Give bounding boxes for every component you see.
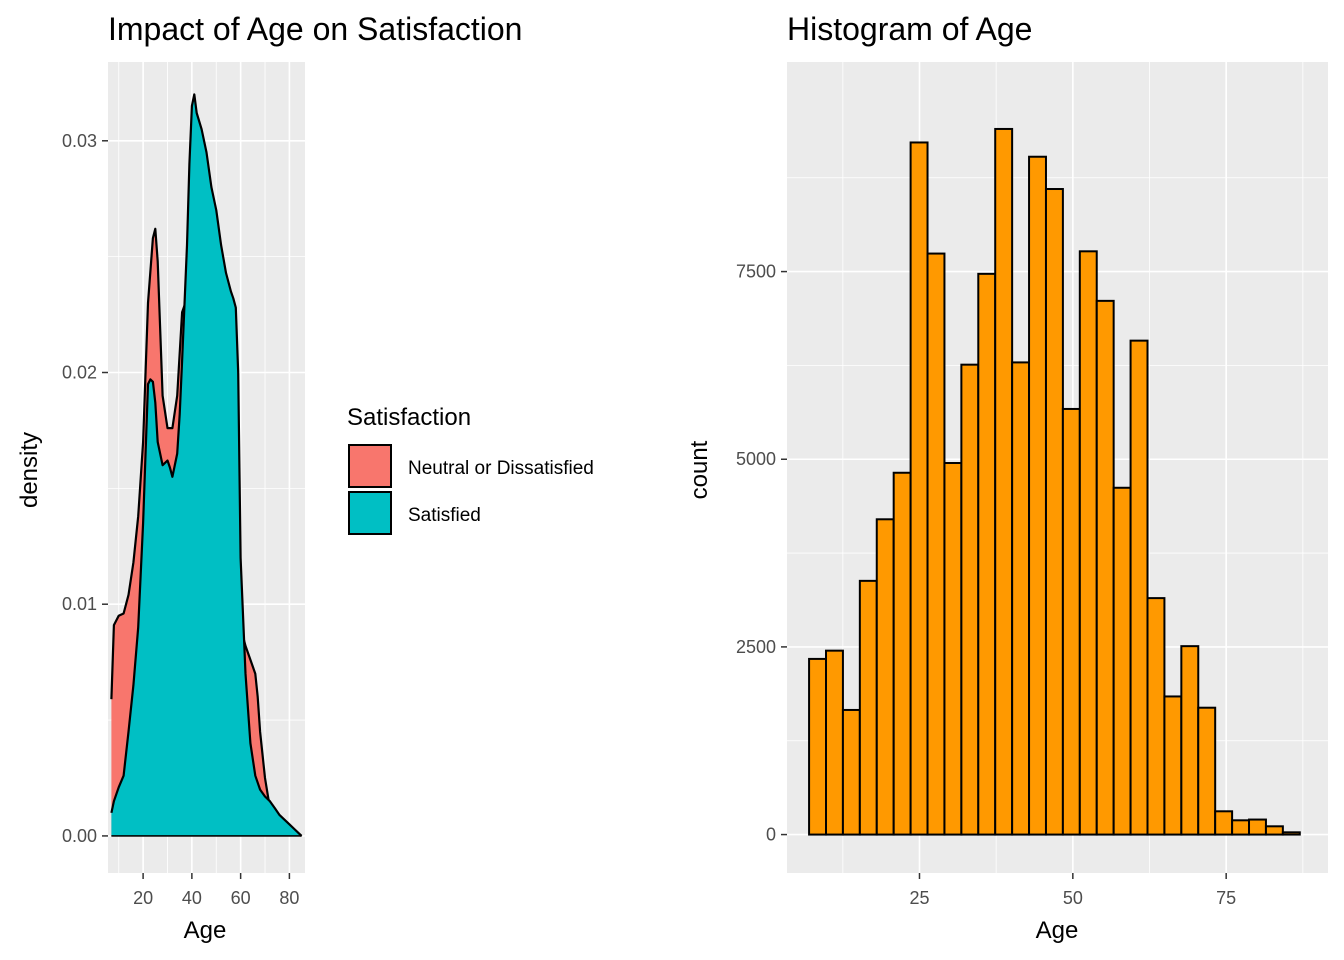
histogram-y-tick-label: 2500 [736,637,776,657]
legend-swatch-satisfied [348,491,392,535]
histogram-bar [858,579,878,836]
histogram-bar [960,363,980,836]
density-y-axis: 0.00 0.01 0.02 0.03 [62,131,108,846]
histogram-bar [1112,486,1132,836]
histogram-bar [1095,299,1115,836]
density-x-tick-label: 40 [182,888,202,908]
histogram-bar [1231,819,1251,836]
histogram-bar [1197,706,1217,836]
histogram-bar [926,252,946,836]
histogram-y-tick-label: 7500 [736,262,776,282]
density-y-axis-title: density [16,432,43,508]
density-x-axis: 20 40 60 80 [133,873,299,908]
density-x-axis-title: Age [184,917,227,944]
histogram-bar [1281,831,1301,836]
histogram-chart-title: Histogram of Age [787,11,1032,47]
histogram-bar [1146,597,1166,836]
legend: Satisfaction Neutral or Dissatisfied Sat… [347,404,594,535]
histogram-y-tick-label: 0 [766,825,776,845]
histogram-bar [994,127,1014,836]
histogram-x-tick-label: 75 [1216,888,1236,908]
density-curve-satisfied [110,93,303,837]
histogram-bar [977,272,997,836]
density-y-tick-label: 0.01 [62,594,97,614]
histogram-bar [1011,361,1031,836]
histogram-y-axis: 0 2500 5000 7500 [736,262,787,845]
density-y-tick-label: 0.03 [62,131,97,151]
legend-title: Satisfaction [347,404,471,431]
histogram-x-axis-title: Age [1036,917,1079,944]
histogram-bar [808,657,828,836]
density-chart-title: Impact of Age on Satisfaction [108,11,522,47]
histogram-bar [1028,155,1047,836]
density-y-tick-label: 0.00 [62,826,97,846]
histogram-bar [892,471,912,836]
histogram-x-axis: 25 50 75 [909,873,1236,908]
legend-label-satisfied: Satisfied [408,505,481,526]
density-x-tick-label: 20 [133,888,153,908]
density-y-tick-label: 0.02 [62,362,97,382]
density-chart: Impact of Age on Satisfaction 0.000.010.… [16,11,522,944]
histogram-bar [943,461,963,836]
histogram-x-tick-label: 50 [1063,888,1083,908]
histogram-y-tick-label: 5000 [736,449,776,469]
histogram-bar [1129,339,1149,836]
histogram-bar [875,518,895,836]
histogram-bar [1163,695,1183,836]
histogram-bar [1214,810,1234,836]
histogram-bar [1078,250,1098,836]
histogram-bar [1264,825,1284,836]
histogram-bar [1044,188,1064,836]
histogram-y-axis-title: count [686,440,713,499]
density-areas [110,93,303,837]
histogram-bar [1061,407,1081,836]
density-area-satisfied [111,94,302,836]
histogram-bar [1180,645,1200,836]
histogram-bar [841,708,861,836]
histogram-bar [825,649,844,836]
histogram-bars [808,127,1301,836]
histogram-chart: Histogram of Age 0 2500 5000 7500 25 50 75 Ag… [686,11,1328,944]
legend-swatch-neutral [348,444,392,488]
histogram-bar [1248,818,1267,836]
legend-label-neutral: Neutral or Dissatisfied [408,458,594,479]
histogram-x-tick-label: 25 [909,888,929,908]
density-x-tick-label: 80 [279,888,299,908]
histogram-bar [909,141,929,836]
density-x-tick-label: 60 [231,888,251,908]
